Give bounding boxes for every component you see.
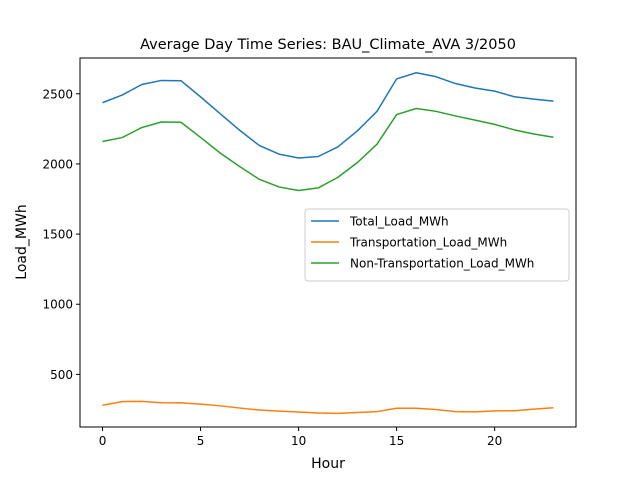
y-tick-label: 1500 xyxy=(42,228,73,242)
legend-label: Transportation_Load_MWh xyxy=(349,236,507,250)
y-axis-title: Load_MWh xyxy=(14,204,30,279)
plot-area-frame xyxy=(79,57,577,428)
series-line xyxy=(102,71,554,159)
series-layer xyxy=(102,71,554,415)
y-tick-label: 1000 xyxy=(42,298,73,312)
x-tick-label: 20 xyxy=(487,434,502,448)
x-tick-label: 15 xyxy=(389,434,404,448)
y-tick-label: 2000 xyxy=(42,157,73,171)
chart-title: Average Day Time Series: BAU_Climate_AVA… xyxy=(140,37,516,53)
y-tick-label: 2500 xyxy=(42,87,73,101)
legend-box xyxy=(304,208,570,282)
legend-label: Total_Load_MWh xyxy=(349,215,449,229)
x-tick-label: 0 xyxy=(99,434,107,448)
series-line xyxy=(102,400,554,415)
x-tick-label: 10 xyxy=(291,434,306,448)
x-tick-label: 5 xyxy=(197,434,205,448)
series-line xyxy=(102,107,554,192)
x-axis-title: Hour xyxy=(311,456,345,472)
legend-label: Non-Transportation_Load_MWh xyxy=(350,257,534,271)
x-axis-ticks: 0 5 10 15 20 xyxy=(99,427,502,448)
y-axis-ticks: 500 1000 1500 2000 2500 xyxy=(42,87,80,382)
legend: Total_Load_MWh Transportation_Load_MWh Non… xyxy=(304,208,570,282)
y-tick-label: 500 xyxy=(50,368,73,382)
